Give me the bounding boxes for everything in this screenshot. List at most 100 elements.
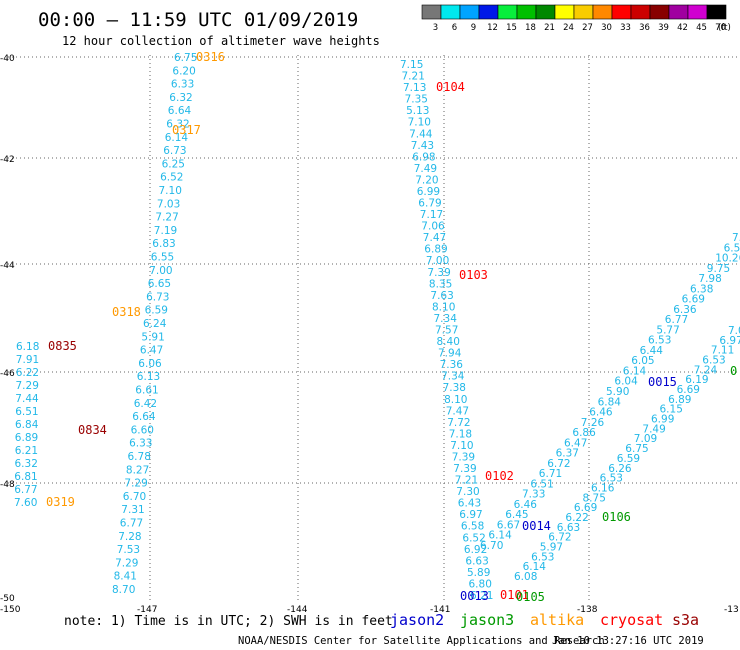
swh-value: 6.53 xyxy=(531,551,554,563)
swh-value: 6.75 xyxy=(174,52,197,64)
swh-value: 7.53 xyxy=(117,544,140,556)
swh-value: 5.13 xyxy=(406,105,429,117)
swh-value: 7.27 xyxy=(155,212,178,224)
pass-time-label: 0835 xyxy=(48,339,77,353)
track-jason2-east: 6.706.146.676.456.467.336.516.716.726.37… xyxy=(460,232,740,603)
track-jason3-east: 6.086.146.535.976.726.636.226.698.756.16… xyxy=(514,325,740,604)
legend-swatch xyxy=(440,4,461,20)
swh-value: 6.63 xyxy=(557,522,580,534)
swh-value: 8.41 xyxy=(114,571,137,583)
swh-value: 10.26 xyxy=(715,253,740,265)
swh-value: 6.89 xyxy=(668,394,691,406)
legend-swatch xyxy=(421,4,442,20)
swh-value: 6.70 xyxy=(480,540,503,552)
swh-value: 6.59 xyxy=(145,305,168,317)
swh-value: 7.60 xyxy=(14,497,37,509)
swh-value: 6.69 xyxy=(574,502,597,514)
legend-swatch xyxy=(706,4,727,20)
swh-value: 7.30 xyxy=(456,486,479,498)
legend-label: 36 xyxy=(639,23,650,33)
pass-time-label: 0317 xyxy=(172,123,201,137)
legend-label: 9 xyxy=(471,23,476,33)
credit-line: NOAA/NESDIS Center for Satellite Applica… xyxy=(238,635,605,647)
pass-time-label: 0101 xyxy=(500,588,529,602)
swh-value: 6.20 xyxy=(172,65,195,77)
swh-value: 7.17 xyxy=(420,209,443,221)
swh-value: 6.77 xyxy=(665,314,688,326)
swh-value: 7.34 xyxy=(434,313,458,325)
lat-label: -50 xyxy=(0,594,15,604)
swh-value: 8.35 xyxy=(429,278,452,290)
lat-lon-grid xyxy=(8,55,740,600)
swh-value: 6.61 xyxy=(135,385,158,397)
legend-swatch xyxy=(649,4,670,20)
swh-value: 6.65 xyxy=(148,278,171,290)
swh-value: 6.77 xyxy=(120,518,143,530)
swh-value: 6.98 xyxy=(412,151,435,163)
swh-value: 6.14 xyxy=(523,561,547,573)
swh-value: 6.78 xyxy=(128,451,151,463)
swh-value: 7.11 xyxy=(711,345,734,357)
satellite-legend-jason2: jason2 xyxy=(390,611,444,629)
legend-swatch xyxy=(592,4,613,20)
swh-value: 9.75 xyxy=(707,263,730,275)
swh-value: 7.47 xyxy=(446,405,469,417)
swh-value: 7.06 xyxy=(421,221,445,233)
swh-value: 6.04 xyxy=(614,376,638,388)
swh-value: 7.10 xyxy=(159,185,182,197)
swh-value: 6.97 xyxy=(719,335,740,347)
swh-value: 6.77 xyxy=(14,484,37,496)
pass-time-label: 0105 xyxy=(516,590,545,604)
legend-label: 24 xyxy=(563,23,574,33)
legend-swatch xyxy=(497,4,518,20)
swh-value: 6.63 xyxy=(465,555,488,567)
swh-value: 7.44 xyxy=(15,393,39,405)
swh-value: 6.60 xyxy=(131,424,154,436)
swh-value: 6.73 xyxy=(146,291,169,303)
lon-label: -147 xyxy=(137,605,157,615)
lat-label: -48 xyxy=(0,480,15,490)
swh-value: 7.18 xyxy=(449,428,472,440)
swh-value: 5.91 xyxy=(141,331,164,343)
pass-time-label: 0015 xyxy=(648,375,677,389)
swh-value: 6.19 xyxy=(685,374,708,386)
swh-value: 6.52 xyxy=(462,532,485,544)
legend-label: 39 xyxy=(658,23,669,33)
swh-value: 7.09 xyxy=(634,433,657,445)
swh-value: 7.29 xyxy=(124,478,147,490)
axis-labels: -150 -147 -144 -141 -138 -13 -40 -42 -44 -46 -48 -5… xyxy=(0,54,739,615)
swh-value: 6.53 xyxy=(600,473,623,485)
pass-time-label: 0014 xyxy=(522,519,551,533)
swh-value: 6.33 xyxy=(171,79,194,91)
swh-value: 6.75 xyxy=(625,443,648,455)
legend-label: 12 xyxy=(487,23,498,33)
swh-value: 7.29 xyxy=(16,380,39,392)
swh-value: 6.25 xyxy=(162,158,185,170)
swh-value: 6.32 xyxy=(15,458,38,470)
lat-label: -44 xyxy=(0,261,15,271)
track-cryosat-central: 7.157.217.137.355.137.107.447.436.987.49… xyxy=(400,59,529,602)
swh-value: 6.83 xyxy=(152,238,175,250)
legend-label: 15 xyxy=(506,23,517,33)
swh-value: 7.10 xyxy=(450,440,473,452)
legend-swatch xyxy=(573,4,594,20)
legend-label: 18 xyxy=(525,23,536,33)
lon-label: -13 xyxy=(724,605,739,615)
swh-value: 6.22 xyxy=(565,512,588,524)
swh-value: 6.51 xyxy=(530,478,553,490)
legend-swatch xyxy=(687,4,708,20)
swh-value: 6.89 xyxy=(15,432,38,444)
swh-value: 6.38 xyxy=(690,283,713,295)
swh-value: 8.10 xyxy=(432,301,455,313)
swh-value: 6.79 xyxy=(418,198,441,210)
swh-value: 7.15 xyxy=(400,59,423,71)
swh-value: 6.81 xyxy=(14,471,37,483)
swh-value: 6.70 xyxy=(123,491,146,503)
swh-value: 7.36 xyxy=(440,359,464,371)
swh-value: 6.52 xyxy=(160,172,183,184)
pass-time-label: 0316 xyxy=(196,50,225,64)
track-s3a-west: 6.187.916.227.297.446.516.846.896.216.32… xyxy=(14,339,107,509)
swh-value: 6.24 xyxy=(143,318,167,330)
swh-value: 6.73 xyxy=(163,145,186,157)
swh-value: 6.84 xyxy=(15,419,39,431)
